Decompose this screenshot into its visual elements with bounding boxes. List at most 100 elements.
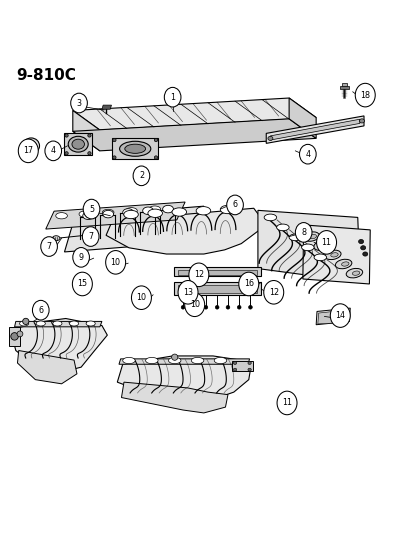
Ellipse shape [163,205,173,213]
Ellipse shape [172,208,186,216]
Ellipse shape [68,136,88,152]
Ellipse shape [164,87,181,107]
Ellipse shape [346,269,363,278]
Ellipse shape [295,223,312,242]
Polygon shape [15,321,102,327]
Polygon shape [112,139,158,159]
Ellipse shape [239,272,259,296]
Ellipse shape [83,212,94,220]
Polygon shape [266,116,364,143]
Ellipse shape [125,144,146,154]
Ellipse shape [314,241,330,251]
Polygon shape [73,98,316,130]
Ellipse shape [148,209,162,217]
Text: 16: 16 [244,279,254,288]
Polygon shape [258,211,360,281]
Ellipse shape [72,272,92,296]
Ellipse shape [171,354,178,360]
Ellipse shape [317,231,337,254]
Ellipse shape [204,305,208,309]
Text: 3: 3 [77,99,82,108]
Ellipse shape [248,368,251,371]
Polygon shape [121,382,228,413]
Ellipse shape [196,207,210,215]
Ellipse shape [126,208,137,214]
Polygon shape [102,105,111,109]
Ellipse shape [154,139,158,142]
Polygon shape [270,119,360,140]
Polygon shape [73,110,100,151]
Ellipse shape [355,83,375,107]
Ellipse shape [189,263,209,287]
Ellipse shape [191,358,204,364]
Ellipse shape [268,136,273,141]
Text: 15: 15 [77,279,87,288]
Ellipse shape [88,134,91,137]
Ellipse shape [82,227,99,246]
Ellipse shape [88,152,91,155]
Ellipse shape [65,152,68,155]
Text: 14: 14 [335,311,345,320]
Ellipse shape [335,259,352,269]
Text: 7: 7 [47,242,52,251]
Polygon shape [64,133,92,155]
Text: 2: 2 [139,171,144,180]
Ellipse shape [302,244,314,251]
Ellipse shape [120,141,151,156]
Ellipse shape [83,199,100,219]
Ellipse shape [361,246,366,250]
Ellipse shape [178,280,198,304]
Ellipse shape [320,244,327,248]
Ellipse shape [303,232,319,241]
Ellipse shape [131,286,151,310]
Ellipse shape [149,206,161,212]
Ellipse shape [300,144,316,164]
Ellipse shape [154,156,158,159]
Text: 12: 12 [194,270,204,279]
Ellipse shape [237,305,241,309]
Ellipse shape [233,368,237,371]
Ellipse shape [113,156,116,159]
Text: 11: 11 [322,238,332,247]
Ellipse shape [264,280,284,304]
Ellipse shape [220,205,235,214]
Ellipse shape [330,304,350,327]
Ellipse shape [45,141,62,160]
Text: 11: 11 [282,399,292,407]
Ellipse shape [227,195,243,215]
Ellipse shape [22,318,29,325]
Ellipse shape [277,391,297,415]
Polygon shape [316,308,350,325]
Text: 10: 10 [190,300,200,309]
Ellipse shape [18,139,38,163]
Ellipse shape [181,305,185,309]
Ellipse shape [248,361,251,365]
Polygon shape [9,327,20,346]
Ellipse shape [146,358,158,364]
Text: 18: 18 [360,91,370,100]
Ellipse shape [41,237,57,256]
Text: 6: 6 [38,306,43,314]
Ellipse shape [69,321,79,326]
Text: 5: 5 [89,205,94,214]
Ellipse shape [359,239,364,244]
Polygon shape [342,83,347,85]
Polygon shape [17,351,77,384]
Ellipse shape [102,209,114,215]
Ellipse shape [106,251,126,274]
Text: 10: 10 [136,293,146,302]
Ellipse shape [79,211,91,217]
Polygon shape [340,85,349,90]
Text: 10: 10 [111,258,121,267]
Polygon shape [106,208,266,254]
Ellipse shape [233,361,237,365]
Ellipse shape [289,234,302,241]
Ellipse shape [226,305,230,309]
Ellipse shape [185,293,205,317]
Ellipse shape [73,247,89,267]
Ellipse shape [124,211,138,219]
Polygon shape [178,270,257,275]
Ellipse shape [248,305,252,309]
Ellipse shape [264,214,277,221]
Ellipse shape [215,305,219,309]
